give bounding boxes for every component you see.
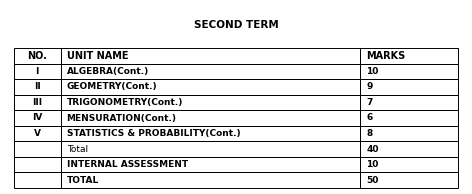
Bar (360, 48, 458, 64)
Bar (360, 95, 458, 110)
Text: STATISTICS & PROBABILITY(Cont.): STATISTICS & PROBABILITY(Cont.) (67, 129, 240, 138)
Bar (60, 79, 360, 95)
Text: TOTAL: TOTAL (67, 176, 99, 185)
Text: NO.: NO. (27, 51, 47, 61)
Bar (14, 126, 60, 141)
Bar (14, 172, 60, 188)
Bar (14, 48, 60, 64)
Bar (360, 157, 458, 172)
Text: 10: 10 (366, 160, 379, 169)
Text: 10: 10 (366, 67, 379, 76)
Bar (360, 64, 458, 79)
Bar (14, 95, 60, 110)
Text: Total: Total (67, 145, 88, 154)
Text: MENSURATION(Cont.): MENSURATION(Cont.) (67, 113, 177, 122)
Bar (14, 79, 60, 95)
Bar (60, 64, 360, 79)
Text: 8: 8 (366, 129, 372, 138)
Bar (360, 141, 458, 157)
Bar (360, 110, 458, 126)
Text: 6: 6 (366, 113, 372, 122)
Text: ALGEBRA(Cont.): ALGEBRA(Cont.) (67, 67, 149, 76)
Bar (14, 64, 60, 79)
Text: IV: IV (32, 113, 42, 122)
Bar (360, 79, 458, 95)
Text: III: III (32, 98, 42, 107)
Text: GEOMETRY(Cont.): GEOMETRY(Cont.) (67, 82, 157, 91)
Text: II: II (34, 82, 41, 91)
Text: INTERNAL ASSESSMENT: INTERNAL ASSESSMENT (67, 160, 188, 169)
Text: UNIT NAME: UNIT NAME (67, 51, 128, 61)
Bar (60, 141, 360, 157)
Bar (360, 172, 458, 188)
Bar (60, 110, 360, 126)
Bar (60, 172, 360, 188)
Bar (60, 48, 360, 64)
Bar (14, 110, 60, 126)
Text: MARKS: MARKS (366, 51, 405, 61)
Text: SECOND TERM: SECOND TERM (194, 20, 278, 30)
Text: 50: 50 (366, 176, 379, 185)
Bar (14, 141, 60, 157)
Text: 7: 7 (366, 98, 373, 107)
Bar (60, 157, 360, 172)
Text: I: I (35, 67, 39, 76)
Text: V: V (34, 129, 41, 138)
Bar (60, 95, 360, 110)
Text: 40: 40 (366, 145, 379, 154)
Bar (14, 157, 60, 172)
Bar (60, 126, 360, 141)
Text: 9: 9 (366, 82, 373, 91)
Bar (360, 126, 458, 141)
Text: TRIGONOMETRY(Cont.): TRIGONOMETRY(Cont.) (67, 98, 183, 107)
